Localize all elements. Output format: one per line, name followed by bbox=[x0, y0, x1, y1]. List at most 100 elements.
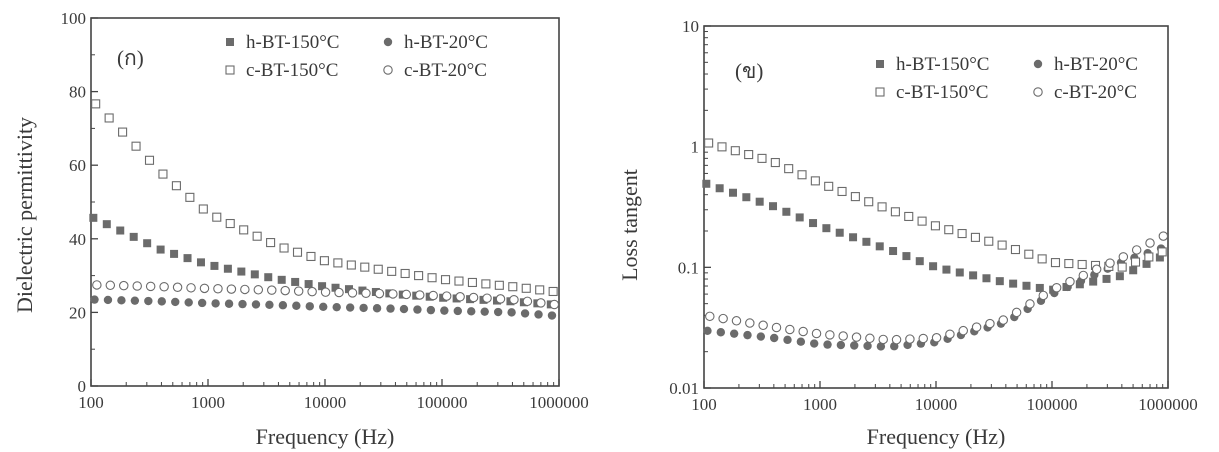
data-point bbox=[851, 332, 862, 342]
data-point bbox=[865, 333, 875, 344]
data-point bbox=[293, 286, 304, 296]
data-point bbox=[918, 333, 928, 344]
data-point bbox=[344, 285, 353, 294]
data-point bbox=[426, 305, 436, 315]
data-point bbox=[717, 142, 727, 152]
data-point bbox=[427, 273, 437, 283]
data-point bbox=[184, 298, 193, 307]
data-point bbox=[810, 176, 820, 186]
data-point bbox=[823, 340, 832, 349]
data-point bbox=[877, 202, 887, 212]
data-point bbox=[810, 339, 819, 348]
data-point bbox=[252, 231, 262, 241]
data-point bbox=[279, 243, 289, 253]
data-point bbox=[757, 153, 767, 163]
y-tick-label: 0.1 bbox=[678, 258, 699, 277]
data-point bbox=[522, 296, 533, 307]
data-point bbox=[361, 288, 371, 298]
data-point bbox=[729, 188, 737, 197]
y-tick-label: 0.01 bbox=[669, 379, 699, 398]
legend-marker bbox=[383, 65, 393, 75]
data-point bbox=[440, 275, 451, 285]
data-point bbox=[428, 290, 438, 301]
data-point bbox=[1035, 283, 1044, 292]
data-point bbox=[185, 192, 195, 202]
data-point bbox=[117, 296, 126, 305]
data-point bbox=[945, 329, 955, 339]
data-point bbox=[143, 239, 152, 248]
data-point bbox=[1157, 247, 1167, 257]
y-tick-label: 40 bbox=[69, 230, 86, 249]
data-point bbox=[508, 282, 518, 292]
data-marks bbox=[89, 99, 560, 320]
y-tick-label: 20 bbox=[69, 303, 86, 322]
data-point bbox=[292, 301, 301, 310]
x-tick-label: 100000 bbox=[1027, 395, 1078, 414]
data-point bbox=[703, 326, 712, 336]
data-point bbox=[199, 283, 210, 294]
data-point bbox=[536, 298, 546, 308]
data-marks bbox=[702, 138, 1169, 351]
data-point bbox=[278, 301, 288, 310]
data-point bbox=[118, 127, 128, 137]
data-point bbox=[454, 276, 464, 286]
data-point bbox=[704, 138, 714, 148]
data-point bbox=[1065, 276, 1075, 287]
data-point bbox=[809, 219, 818, 228]
x-axis: 100 1000 10000 100000 1000000 bbox=[691, 381, 1198, 414]
x-tick-label: 1000000 bbox=[529, 393, 589, 412]
legend-label: h-BT-150°C bbox=[896, 54, 989, 75]
data-point bbox=[769, 202, 778, 211]
data-point bbox=[534, 310, 543, 319]
data-point bbox=[1158, 231, 1169, 241]
data-point bbox=[211, 299, 220, 308]
data-point bbox=[1144, 252, 1154, 262]
data-point bbox=[783, 335, 792, 345]
data-point bbox=[957, 228, 967, 239]
data-point bbox=[332, 302, 341, 312]
data-point bbox=[835, 228, 844, 237]
data-point bbox=[251, 300, 261, 309]
data-point bbox=[132, 281, 142, 291]
data-point bbox=[1037, 254, 1047, 264]
y-tick-label: 10 bbox=[682, 17, 699, 36]
data-point bbox=[1145, 238, 1155, 248]
data-point bbox=[226, 284, 237, 294]
data-point bbox=[1010, 244, 1021, 255]
data-point bbox=[811, 328, 822, 339]
data-point bbox=[1022, 281, 1031, 290]
data-point bbox=[372, 304, 382, 313]
data-point bbox=[836, 340, 846, 350]
data-point bbox=[824, 181, 834, 191]
data-point bbox=[159, 282, 169, 292]
data-point bbox=[1102, 274, 1111, 283]
data-point bbox=[756, 332, 766, 341]
data-point bbox=[89, 213, 98, 222]
data-point bbox=[144, 296, 153, 306]
x-axis-label: Frequency (Hz) bbox=[867, 424, 1006, 449]
data-point bbox=[784, 164, 794, 174]
data-point bbox=[320, 287, 331, 297]
x-tick-label: 1000 bbox=[191, 393, 225, 412]
chart-loss-tangent: 100 1000 10000 100000 1000000 0.01 0.1 1 10 Fre… bbox=[617, 17, 1198, 449]
data-point bbox=[170, 249, 179, 258]
data-point bbox=[905, 334, 915, 344]
y-axis-label: Dielectric permittivity bbox=[12, 117, 37, 313]
legend-label: h-BT-150°C bbox=[246, 32, 339, 53]
data-point bbox=[770, 157, 780, 168]
data-point bbox=[970, 232, 980, 242]
x-axis: 100 1000 10000 100000 1000000 bbox=[78, 379, 589, 412]
data-point bbox=[291, 277, 300, 286]
data-point bbox=[755, 197, 764, 206]
data-point bbox=[984, 236, 994, 246]
data-point bbox=[929, 262, 938, 271]
legend-label: c-BT-150°C bbox=[246, 60, 338, 81]
data-point bbox=[157, 297, 166, 306]
data-point bbox=[305, 302, 314, 311]
data-point bbox=[440, 306, 449, 315]
data-point bbox=[103, 295, 113, 305]
data-point bbox=[253, 285, 264, 295]
data-point bbox=[131, 141, 141, 151]
data-point bbox=[521, 283, 531, 293]
